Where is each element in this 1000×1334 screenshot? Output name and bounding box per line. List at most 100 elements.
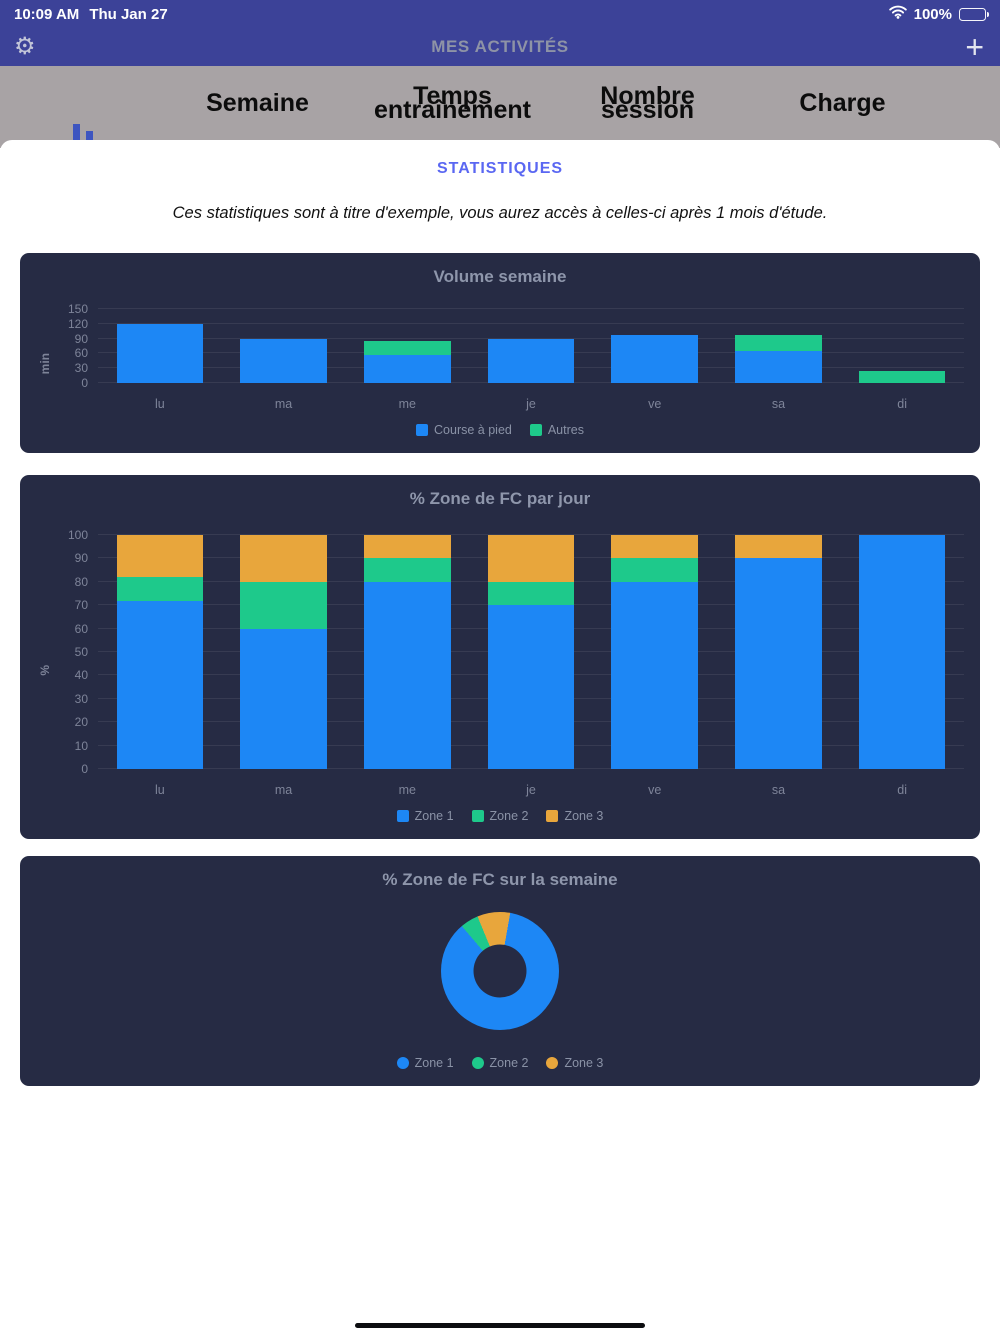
bar-je (487, 309, 575, 383)
bar-segment (240, 535, 327, 582)
zone-fc-semaine-donut-chart: Zone 1 Zone 2 Zone 3 (36, 912, 964, 1070)
x-axis-label: ma (274, 397, 293, 411)
x-axis-label: ve (648, 397, 662, 411)
y-axis-tick: 120 (67, 316, 88, 331)
x-axis-labels: lu ma me je ve sa di (98, 397, 964, 411)
bar-slot (98, 309, 222, 383)
y-axis-ticks: 0 10 20 30 40 50 60 70 80 90 100 (54, 528, 98, 776)
bar-segment (735, 535, 822, 559)
bars-container (98, 309, 964, 383)
legend-label: Zone 3 (564, 809, 604, 823)
bar-segment (611, 558, 699, 582)
y-axis-tick: 60 (74, 346, 88, 361)
y-axis-tick: 30 (74, 691, 88, 706)
y-axis-tick: 100 (67, 528, 88, 542)
background-chart-peek (73, 124, 93, 140)
wifi-icon (888, 5, 907, 23)
bar-segment (116, 323, 204, 383)
bars-container (98, 535, 964, 769)
donut-wrap (36, 912, 964, 1030)
legend-label: Zone 1 (414, 1056, 454, 1070)
bar-segment (364, 355, 451, 383)
nav-bar: ⚙ MES ACTIVITÉS + (0, 28, 1000, 66)
battery-percent: 100% (913, 5, 952, 23)
x-axis-label: sa (771, 397, 786, 411)
bar-je (487, 535, 575, 769)
legend-item: Autres (529, 423, 584, 437)
legend-swatch (471, 810, 484, 822)
x-axis-labels: lu ma me je ve sa di (98, 783, 964, 797)
legend-item: Zone 3 (546, 1056, 603, 1070)
y-axis-tick: 90 (74, 331, 88, 346)
bar-slot (469, 309, 593, 383)
bar-slot (345, 535, 469, 769)
gridline (98, 322, 964, 324)
bar-segment (364, 581, 451, 769)
page-title: MES ACTIVITÉS (431, 37, 569, 56)
column-header-charge: Charge (799, 89, 886, 117)
bar-slot (345, 309, 469, 383)
bar-segment (735, 558, 822, 769)
zone-fc-par-jour-card: % Zone de FC par jour % 0 10 20 30 40 50 60 70 80… (20, 475, 980, 839)
bar-slot (840, 309, 964, 383)
zone-fc-par-jour-chart: % 0 10 20 30 40 50 60 70 80 90 100 lu ma me je ve sa di Zon… (36, 528, 964, 823)
status-bar: 10:09 AM Thu Jan 27 100% (0, 0, 1000, 28)
y-axis-tick: 70 (74, 598, 88, 613)
zone-fc-par-jour-title: % Zone de FC par jour (409, 489, 591, 508)
legend-swatch (546, 810, 559, 822)
bar-segment (240, 581, 327, 629)
bar-segment (487, 605, 575, 769)
y-axis-tick: 10 (74, 738, 88, 753)
plot-row: 0 30 60 90 120 150 (54, 302, 964, 390)
legend-swatch (529, 424, 542, 436)
volume-semaine-card: Volume semaine min 0 30 60 90 120 150 lu ma me je v… (20, 253, 980, 453)
status-time: 10:09 AM (14, 5, 80, 23)
bar-ma (240, 309, 327, 383)
column-header-nombre-session: Nombre session (600, 82, 695, 124)
x-axis-label: sa (771, 783, 786, 797)
bar-ve (611, 309, 699, 383)
legend-swatch (396, 1057, 409, 1069)
bar-segment (116, 535, 204, 578)
bar-me (364, 309, 451, 383)
legend-swatch (546, 1057, 559, 1069)
bar-me (364, 535, 451, 769)
legend-swatch (396, 810, 409, 822)
y-axis-tick: 150 (67, 302, 88, 316)
bar-segment (611, 335, 699, 383)
x-axis-label: lu (154, 397, 165, 411)
column-header-temps-entrainement: Temps entraînement (374, 82, 531, 124)
add-activity-button[interactable]: + (965, 29, 984, 65)
bar-segment (487, 535, 575, 582)
x-axis-label: di (897, 783, 908, 797)
donut-hole (473, 944, 527, 998)
legend-label: Zone 3 (564, 1056, 604, 1070)
y-axis-ticks: 0 30 60 90 120 150 (54, 302, 98, 390)
legend-item: Zone 3 (546, 809, 603, 823)
y-axis-tick: 60 (74, 621, 88, 636)
legend-label: Zone 2 (489, 1056, 529, 1070)
home-indicator[interactable] (355, 1323, 645, 1328)
dimmed-table-header-band: Semaine Temps entraînement Nombre sessio… (0, 66, 1000, 148)
modal-title: STATISTIQUES (436, 160, 564, 177)
bar-segment (487, 338, 575, 383)
bar-lu (116, 309, 204, 383)
settings-gear-icon[interactable]: ⚙ (14, 33, 36, 60)
zone-fc-semaine-title: % Zone de FC sur la semaine (382, 870, 618, 889)
legend-item: Zone 2 (471, 809, 528, 823)
volume-semaine-title: Volume semaine (433, 267, 567, 286)
statistics-modal: STATISTIQUES Ces statistiques sont à tit… (0, 140, 1000, 1240)
bar-segment (487, 581, 575, 606)
bar-di (858, 535, 946, 769)
legend-swatch (471, 1057, 484, 1069)
bar-ma (240, 535, 327, 769)
x-axis-label: je (526, 397, 536, 411)
bar-lu (116, 535, 204, 769)
chart-legend: Zone 1 Zone 2 Zone 3 (36, 1056, 964, 1070)
bar-segment (364, 535, 451, 559)
y-axis-title: min (38, 353, 52, 375)
legend-label: Zone 1 (414, 809, 454, 823)
y-axis-tick: 0 (81, 762, 88, 776)
battery-icon (959, 7, 989, 21)
y-axis-tick: 0 (81, 376, 88, 390)
